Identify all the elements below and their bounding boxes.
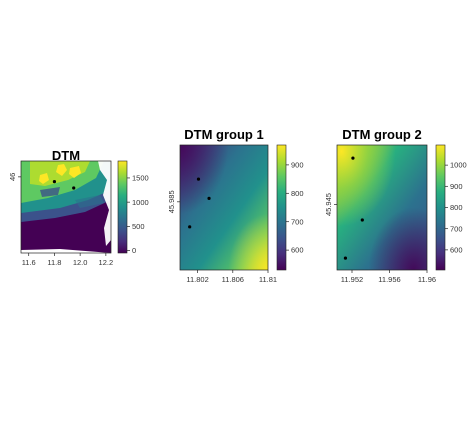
x-tick-label: 11.802 xyxy=(186,275,208,284)
plot-frame xyxy=(179,144,269,271)
panel-dtm: DTM 11.6 11.8 12.0 12.2 46 0 500 1000 1500 xyxy=(8,148,149,267)
legend-tick-label: 1500 xyxy=(132,174,149,183)
point-markers xyxy=(343,156,364,260)
panel-title: DTM group 1 xyxy=(184,127,263,142)
location-point xyxy=(52,180,57,184)
legend-tick-label: 1000 xyxy=(450,161,467,170)
point-markers xyxy=(188,177,211,229)
location-point xyxy=(188,225,192,229)
legend-tick-label: 500 xyxy=(132,222,145,231)
legend-tick-label: 700 xyxy=(450,224,463,233)
legend-tick-label: 800 xyxy=(450,203,463,212)
legend-tick-label: 900 xyxy=(291,160,304,169)
y-axis: 45.985 xyxy=(167,190,180,213)
x-tick-label: 11.952 xyxy=(341,275,363,284)
y-axis: 45.945 xyxy=(324,193,337,216)
y-tick-label: 46 xyxy=(8,173,17,181)
panel-dtm-group-2: DTM group 2 11.952 11.956 11.96 45.945 600… xyxy=(324,127,467,284)
panel-dtm-group-1: DTM group 1 11.802 11.806 11.81 45.985 600… xyxy=(167,127,304,284)
x-axis: 11.6 11.8 12.0 12.2 xyxy=(22,253,113,267)
legend-tick-label: 600 xyxy=(450,245,463,254)
x-tick-label: 11.6 xyxy=(22,258,36,267)
legend-colorbar xyxy=(435,144,446,271)
x-tick-label: 12.0 xyxy=(73,258,88,267)
x-tick-label: 11.956 xyxy=(378,275,400,284)
x-tick-label: 12.2 xyxy=(99,258,114,267)
x-tick-label: 11.8 xyxy=(47,258,61,267)
point-markers xyxy=(52,180,76,190)
location-point xyxy=(207,196,211,201)
raster-dtm-group-2 xyxy=(337,145,427,270)
x-tick-label: 11.81 xyxy=(259,275,277,284)
plot-frame xyxy=(20,160,112,254)
raster-dtm xyxy=(21,161,111,253)
legend-tick-label: 1000 xyxy=(132,198,149,207)
x-tick-label: 11.96 xyxy=(418,275,436,284)
legend-tick-label: 900 xyxy=(450,182,463,191)
y-tick-label: 45.945 xyxy=(324,193,333,216)
legend-tick-label: 700 xyxy=(291,217,304,226)
location-point xyxy=(360,218,364,222)
raster-dtm-group-1 xyxy=(180,145,268,270)
location-point xyxy=(351,156,355,160)
y-axis: 46 xyxy=(8,173,21,181)
legend-tick-label: 800 xyxy=(291,189,304,198)
plot-frame xyxy=(336,144,428,271)
panel-title: DTM group 2 xyxy=(342,127,421,142)
panel-title: DTM xyxy=(52,148,80,163)
x-tick-label: 11.806 xyxy=(222,275,244,284)
color-legend: 600 700 800 900 1000 xyxy=(435,144,467,271)
y-tick-label: 45.985 xyxy=(167,190,176,213)
color-legend: 0 500 1000 1500 xyxy=(117,160,149,255)
x-axis: 11.802 11.806 11.81 xyxy=(186,270,277,284)
location-point xyxy=(343,256,348,260)
legend-tick-label: 0 xyxy=(132,246,136,255)
color-legend: 600 700 800 900 xyxy=(276,144,304,271)
location-point xyxy=(196,177,201,181)
legend-colorbar xyxy=(117,160,128,254)
location-point xyxy=(72,186,76,190)
legend-tick-label: 600 xyxy=(291,246,304,255)
x-axis: 11.952 11.956 11.96 xyxy=(341,270,436,284)
legend-colorbar xyxy=(276,144,287,271)
